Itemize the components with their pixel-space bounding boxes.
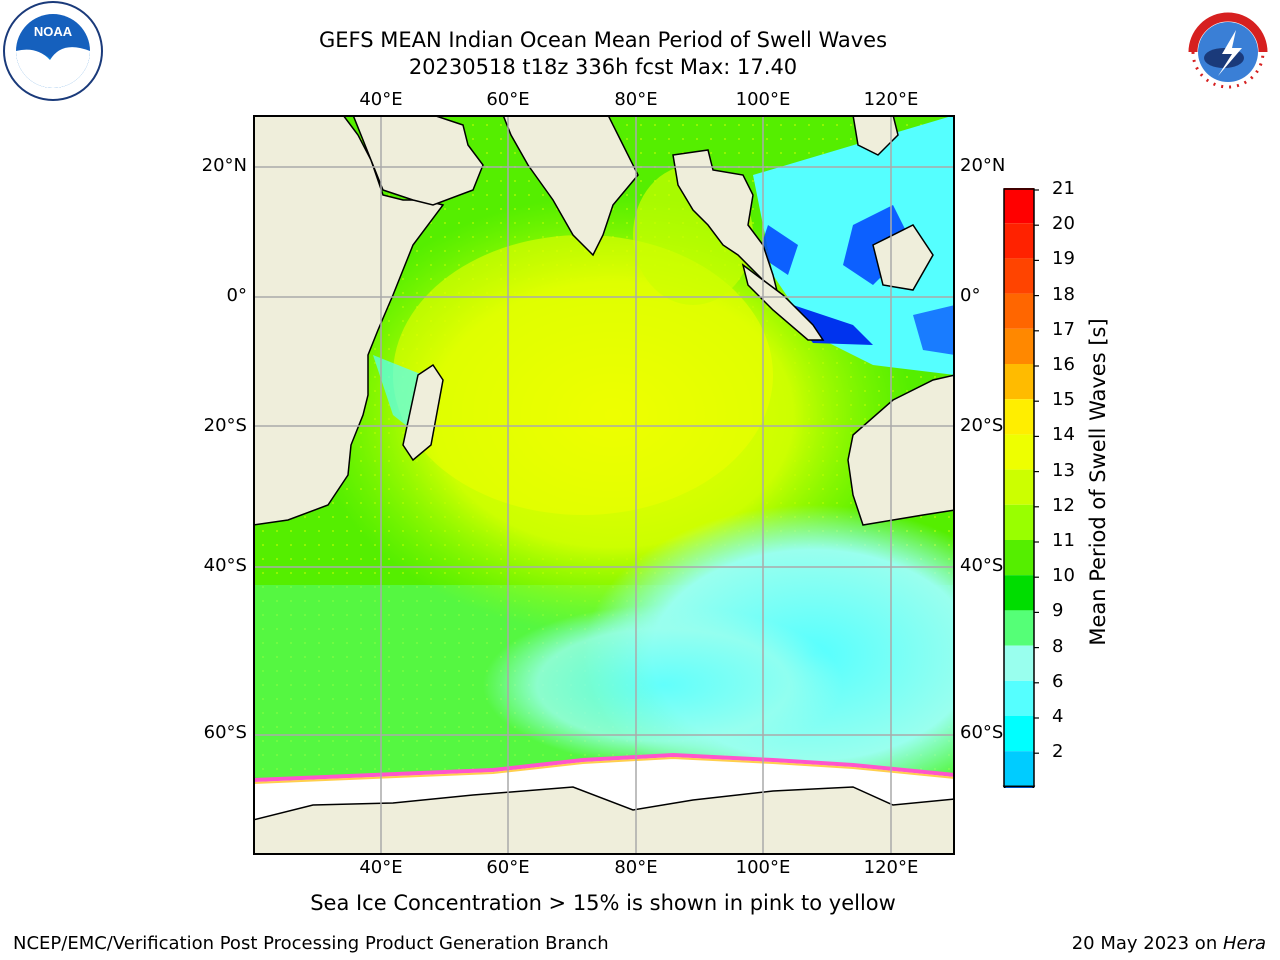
colorbar-segment — [1004, 328, 1034, 364]
colorbar-tick-label: 4 — [1052, 706, 1064, 727]
lon-label-bottom-60e: 60°E — [486, 857, 530, 878]
colorbar-segment — [1004, 504, 1034, 540]
ice-edge — [253, 752, 955, 782]
lat-label-right-0: 0° — [960, 285, 981, 306]
colorbar-segment — [1004, 469, 1034, 505]
colorbar-segment — [1004, 716, 1034, 752]
colorbar-segment — [1004, 645, 1034, 681]
colorbar-segment — [1004, 223, 1034, 259]
footer-date: 20 May 2023 on Hera — [1072, 933, 1266, 954]
lon-label-bottom-120e: 120°E — [863, 857, 919, 878]
colorbar-tick-label: 9 — [1052, 600, 1064, 622]
noaa-logo-text: NOAA — [34, 24, 73, 39]
colorbar-segment — [1004, 188, 1034, 224]
colorbar-segment — [1004, 680, 1034, 716]
colorbar-tick-label: 18 — [1052, 283, 1075, 305]
lon-label-top-80e: 80°E — [614, 89, 658, 110]
colorbar-segment — [1004, 540, 1034, 576]
land-masses — [253, 115, 955, 526]
colorbar-segment — [1004, 751, 1034, 787]
colorbar-tick-label: 17 — [1052, 318, 1075, 340]
lat-label-left-20s: 20°S — [203, 415, 247, 436]
map-gridlines — [253, 115, 955, 855]
colorbar-tick-label: 14 — [1052, 424, 1075, 446]
sea-ice-note: Sea Ice Concentration > 15% is shown in … — [310, 891, 896, 915]
colorbar-tick-label: 16 — [1052, 354, 1075, 375]
footer-organization: NCEP/EMC/Verification Post Processing Pr… — [13, 933, 609, 954]
lat-label-right-60s: 60°S — [960, 722, 1004, 743]
colorbar-tick-label: 10 — [1052, 565, 1075, 587]
lat-label-left-0: 0° — [226, 285, 247, 306]
colorbar-tick-label: 15 — [1052, 389, 1075, 411]
colorbar-tick-label: 19 — [1052, 248, 1075, 270]
map-panel — [253, 115, 955, 855]
colorbar-tick-label: 12 — [1052, 494, 1075, 516]
colorbar-tick-label: 2 — [1052, 741, 1064, 763]
lon-label-bottom-40e: 40°E — [359, 857, 403, 878]
lat-label-right-20s: 20°S — [960, 415, 1004, 436]
colorbar-tick-label: 6 — [1052, 670, 1064, 692]
antarctica — [253, 786, 955, 855]
lat-label-left-20n: 20°N — [201, 155, 247, 176]
lat-label-right-40s: 40°S — [960, 555, 1004, 576]
colorbar-segment — [1004, 399, 1034, 435]
colorbar-segment — [1004, 293, 1034, 329]
chart-subtitle: 20230518 t18z 336h fcst Max: 17.40 — [408, 55, 798, 79]
footer-date-text: 20 May 2023 on — [1071, 933, 1223, 954]
colorbar-segment — [1004, 610, 1034, 646]
lon-label-top-120e: 120°E — [863, 89, 919, 110]
colorbar — [1002, 188, 1039, 788]
colorbar-label: Mean Period of Swell Waves [s] — [1086, 318, 1110, 646]
nws-logo — [1178, 2, 1278, 106]
lon-label-top-60e: 60°E — [486, 89, 530, 110]
colorbar-segment — [1004, 258, 1034, 294]
colorbar-tick-label: 21 — [1052, 178, 1075, 199]
footer-machine: Hera — [1222, 933, 1266, 954]
lat-label-left-40s: 40°S — [203, 555, 247, 576]
lon-label-top-100e: 100°E — [735, 89, 791, 110]
colorbar-tick-label: 13 — [1052, 459, 1075, 481]
lon-label-bottom-100e: 100°E — [735, 857, 791, 878]
lat-label-left-60s: 60°S — [203, 722, 247, 743]
noaa-logo: NOAA — [2, 0, 104, 106]
lat-label-right-20n: 20°N — [960, 155, 1006, 176]
lon-label-top-40e: 40°E — [359, 89, 403, 110]
colorbar-tick-label: 20 — [1052, 213, 1075, 235]
colorbar-tick-label: 11 — [1052, 530, 1075, 551]
chart-title: GEFS MEAN Indian Ocean Mean Period of Sw… — [318, 28, 888, 52]
lon-label-bottom-80e: 80°E — [614, 857, 658, 878]
colorbar-segment — [1004, 434, 1034, 470]
colorbar-segment — [1004, 575, 1034, 611]
colorbar-segment — [1004, 364, 1034, 400]
colorbar-tick-label: 8 — [1052, 635, 1064, 657]
